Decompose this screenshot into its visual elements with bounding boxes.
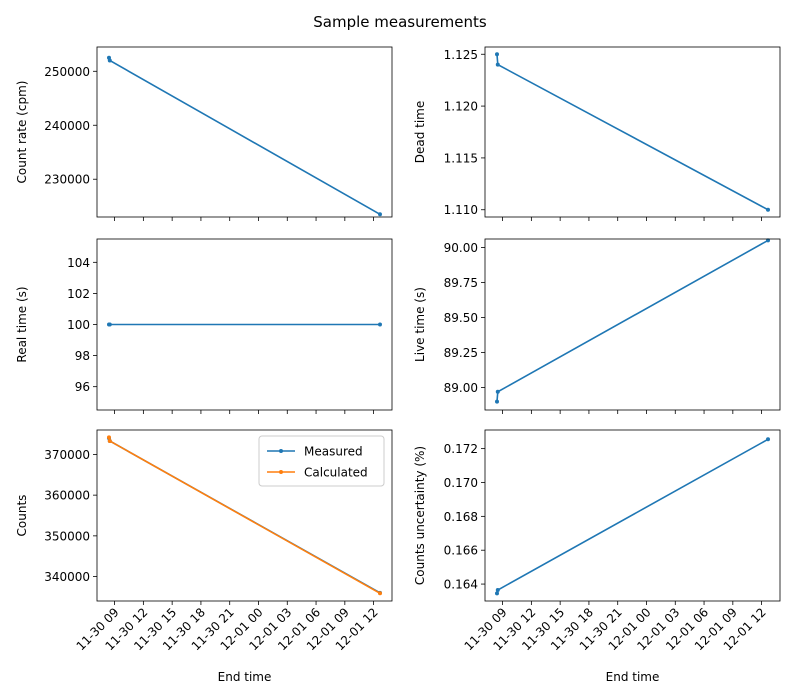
data-point [107, 438, 112, 443]
data-point [106, 435, 111, 440]
y-tick-label: 102 [67, 287, 90, 301]
y-tick-label: 350000 [44, 529, 90, 543]
series-line [496, 438, 769, 594]
y-tick-label: 104 [67, 256, 90, 270]
y-axis-label: Live time (s) [413, 287, 427, 362]
legend-marker [279, 449, 283, 453]
axes-frame [484, 429, 781, 602]
y-tick-label: 1.115 [444, 151, 478, 165]
data-point [495, 587, 500, 592]
axes-frame [96, 238, 393, 411]
y-tick-label: 98 [75, 349, 90, 363]
y-tick-label: 0.172 [444, 442, 478, 456]
data-point [766, 437, 771, 442]
y-tick-label: 90.00 [444, 241, 478, 255]
axes-frame [484, 238, 781, 411]
subplot-count-rate: 230000 240000 250000 Count rate (cpm) [15, 46, 393, 221]
y-axis-label: Count rate (cpm) [15, 81, 29, 184]
y-axis-label: Counts uncertainty (%) [413, 446, 427, 585]
x-axis-label: End time [218, 670, 272, 684]
y-tick-label: 100 [67, 318, 90, 332]
series-line [496, 54, 769, 211]
data-point [107, 58, 112, 63]
y-tick-label: 250000 [44, 65, 90, 79]
data-point [378, 322, 383, 327]
data-point [378, 591, 383, 596]
y-tick-label: 1.110 [444, 203, 478, 217]
y-tick-label: 1.120 [444, 100, 478, 114]
y-tick-label: 89.00 [444, 381, 478, 395]
y-tick-label: 0.166 [444, 544, 478, 558]
data-point [766, 238, 771, 243]
axes-frame [96, 429, 393, 602]
legend: Measured Calculated [258, 435, 385, 487]
y-tick-label: 240000 [44, 119, 90, 133]
data-point [495, 389, 500, 394]
y-tick-label: 89.50 [444, 311, 478, 325]
y-axis-label: Real time (s) [15, 286, 29, 362]
y-axis-label: Dead time [413, 101, 427, 164]
data-point [766, 207, 771, 212]
y-tick-label: 340000 [44, 570, 90, 584]
data-point [494, 399, 499, 404]
data-point [107, 322, 112, 327]
series-line [496, 239, 769, 402]
data-point [494, 591, 499, 596]
y-tick-label: 89.25 [444, 346, 478, 360]
y-axis-label: Counts [15, 495, 29, 537]
data-point [495, 62, 500, 67]
figure-title: Sample measurements [313, 13, 487, 31]
subplot-live-time: 89.00 89.25 89.50 89.75 90.00 Live time (s) [413, 238, 781, 414]
series-line [108, 57, 381, 215]
y-tick-label: 0.164 [444, 578, 478, 592]
legend-label: Calculated [304, 466, 368, 480]
y-tick-label: 360000 [44, 489, 90, 503]
y-tick-label: 89.75 [444, 276, 478, 290]
data-point [494, 52, 499, 57]
subplot-dead-time: 1.110 1.115 1.120 1.125 Dead time [413, 46, 781, 221]
y-tick-label: 370000 [44, 448, 90, 462]
legend-marker [279, 470, 283, 474]
data-point [378, 212, 383, 217]
legend-box [258, 435, 385, 487]
x-axis-label: End time [606, 670, 660, 684]
legend-label: Measured [304, 445, 363, 459]
y-tick-label: 0.170 [444, 476, 478, 490]
subplot-real-time: 96 98 100 102 104 Real time (s) [15, 238, 393, 414]
y-tick-label: 0.168 [444, 510, 478, 524]
y-tick-label: 96 [75, 380, 90, 394]
y-tick-label: 230000 [44, 173, 90, 187]
axes-frame [96, 46, 393, 218]
y-tick-label: 1.125 [444, 48, 478, 62]
axes-frame [484, 46, 781, 218]
